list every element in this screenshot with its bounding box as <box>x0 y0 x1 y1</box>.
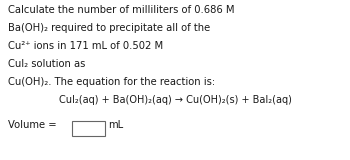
Text: CuI₂(aq) + Ba(OH)₂(aq) → Cu(OH)₂(s) + BaI₂(aq): CuI₂(aq) + Ba(OH)₂(aq) → Cu(OH)₂(s) + Ba… <box>58 95 292 105</box>
Text: CuI₂ solution as: CuI₂ solution as <box>8 59 85 69</box>
FancyBboxPatch shape <box>71 120 105 136</box>
Text: Cu²⁺ ions in 171 mL of 0.502 M: Cu²⁺ ions in 171 mL of 0.502 M <box>8 41 163 51</box>
Text: Volume =: Volume = <box>8 120 60 130</box>
Text: Calculate the number of milliliters of 0.686 M: Calculate the number of milliliters of 0… <box>8 5 235 15</box>
Text: Cu(OH)₂. The equation for the reaction is:: Cu(OH)₂. The equation for the reaction i… <box>8 77 215 87</box>
Text: Ba(OH)₂ required to precipitate all of the: Ba(OH)₂ required to precipitate all of t… <box>8 23 210 33</box>
Text: mL: mL <box>108 120 123 130</box>
